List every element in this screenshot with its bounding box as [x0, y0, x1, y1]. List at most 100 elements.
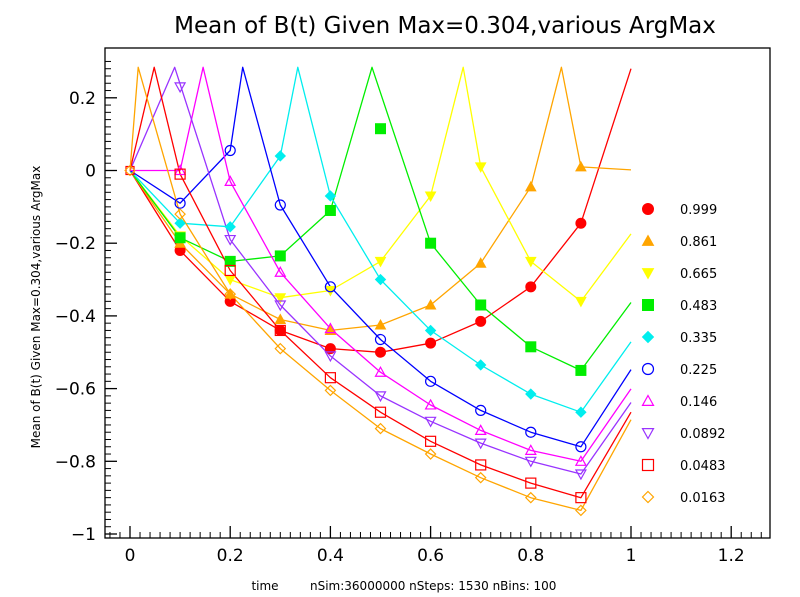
data-point	[224, 275, 237, 286]
legend-marker	[642, 299, 654, 311]
data-point	[524, 256, 537, 268]
data-point	[524, 491, 537, 504]
data-point	[475, 315, 487, 327]
data-point	[424, 416, 437, 428]
data-point	[274, 150, 287, 162]
legend-marker	[641, 362, 655, 376]
data-point	[274, 342, 287, 355]
series-curves	[129, 66, 632, 512]
legend-label: 0.146	[680, 395, 717, 410]
data-point	[274, 324, 286, 336]
data-point	[525, 477, 537, 489]
y-axis-label: Mean of B(t) Given Max=0.304,various Arg…	[29, 166, 43, 449]
data-point	[475, 459, 487, 471]
x-tick-label: 0.8	[517, 546, 544, 566]
data-point	[424, 448, 437, 460]
data-point	[324, 190, 337, 202]
data-point	[575, 217, 587, 229]
legend-marker	[641, 428, 655, 440]
data-point	[575, 296, 587, 308]
data-point	[374, 366, 387, 377]
data-point	[374, 256, 387, 268]
legend-label: 0.861	[680, 235, 717, 250]
data-point	[575, 492, 587, 504]
legend-label: 0.483	[680, 299, 717, 314]
data-point	[525, 281, 537, 293]
data-point	[575, 406, 587, 418]
series-line-0.483	[129, 66, 632, 372]
data-point	[474, 257, 487, 268]
data-point	[525, 341, 537, 353]
data-point	[425, 375, 437, 387]
data-point	[224, 175, 237, 187]
data-point	[324, 372, 336, 384]
legend-marker	[641, 490, 655, 504]
data-point	[274, 300, 287, 312]
data-point	[274, 250, 286, 262]
series-line-0.0892	[129, 66, 632, 475]
axes: 0 0.2 0.4 0.6 0.8 1 1.2 0.2 0 −0.2 −0.4 −0.6 −0.8 −1	[55, 60, 762, 566]
series-line-0.146	[130, 66, 632, 462]
data-point	[274, 199, 286, 211]
chart-footnote: nSim:36000000 nSteps: 1530 nBins: 100	[310, 579, 556, 593]
series-line-0.665	[129, 66, 632, 303]
data-point	[524, 456, 537, 468]
legend-marker	[641, 268, 655, 280]
series-markers-0.146	[174, 164, 587, 466]
data-point	[224, 264, 236, 277]
y-tick-label: −0.2	[55, 234, 96, 254]
data-point	[525, 426, 537, 438]
data-point	[224, 144, 236, 157]
x-tick-label: 1.2	[718, 546, 745, 566]
data-point	[174, 82, 187, 94]
data-point	[575, 160, 587, 172]
data-point	[324, 343, 336, 355]
x-tick-label: 0.6	[417, 546, 444, 566]
data-point	[425, 337, 437, 349]
data-point	[274, 293, 287, 304]
data-point	[174, 217, 186, 229]
data-point	[274, 324, 286, 337]
chart-title: Mean of B(t) Given Max=0.304,various Arg…	[174, 13, 716, 39]
plot-frame	[104, 47, 771, 539]
legend-label: 0.0892	[680, 427, 726, 442]
y-tick-label: 0	[85, 162, 96, 182]
data-point	[424, 191, 437, 202]
legend-label: 0.0483	[680, 459, 726, 474]
series-markers-0.0163	[174, 208, 587, 517]
data-point	[524, 180, 537, 192]
legend-label: 0.999	[680, 203, 717, 218]
x-tick-label: 0.2	[217, 546, 244, 566]
data-point	[174, 197, 186, 209]
data-point	[174, 164, 187, 176]
data-point	[424, 324, 437, 337]
legend: 0.999 0.861 0.665 0.483 0.335 0.225 0.146 0.089…	[641, 203, 726, 506]
series-line-0.861	[129, 66, 632, 332]
y-tick-label: −0.8	[55, 452, 96, 472]
series-markers-0.0483	[174, 168, 587, 504]
data-point	[374, 422, 387, 435]
data-point	[224, 255, 236, 267]
data-point	[524, 444, 537, 455]
data-point	[474, 359, 487, 371]
data-point	[475, 404, 487, 417]
data-point	[424, 298, 437, 310]
data-point	[324, 281, 336, 293]
origin-marker	[125, 165, 135, 176]
x-axis-label: time	[251, 579, 278, 593]
data-point	[374, 273, 387, 286]
data-point	[174, 232, 186, 244]
data-point	[174, 168, 186, 180]
data-point	[324, 322, 337, 334]
data-point	[474, 424, 487, 436]
data-point	[375, 123, 386, 135]
data-point	[475, 299, 487, 311]
series-markers-0.225	[174, 144, 587, 453]
series-line-0.0163	[129, 66, 632, 512]
data-point	[324, 204, 336, 216]
data-point	[474, 162, 487, 173]
data-point	[224, 288, 237, 300]
data-point	[474, 471, 487, 484]
data-point	[575, 441, 587, 453]
